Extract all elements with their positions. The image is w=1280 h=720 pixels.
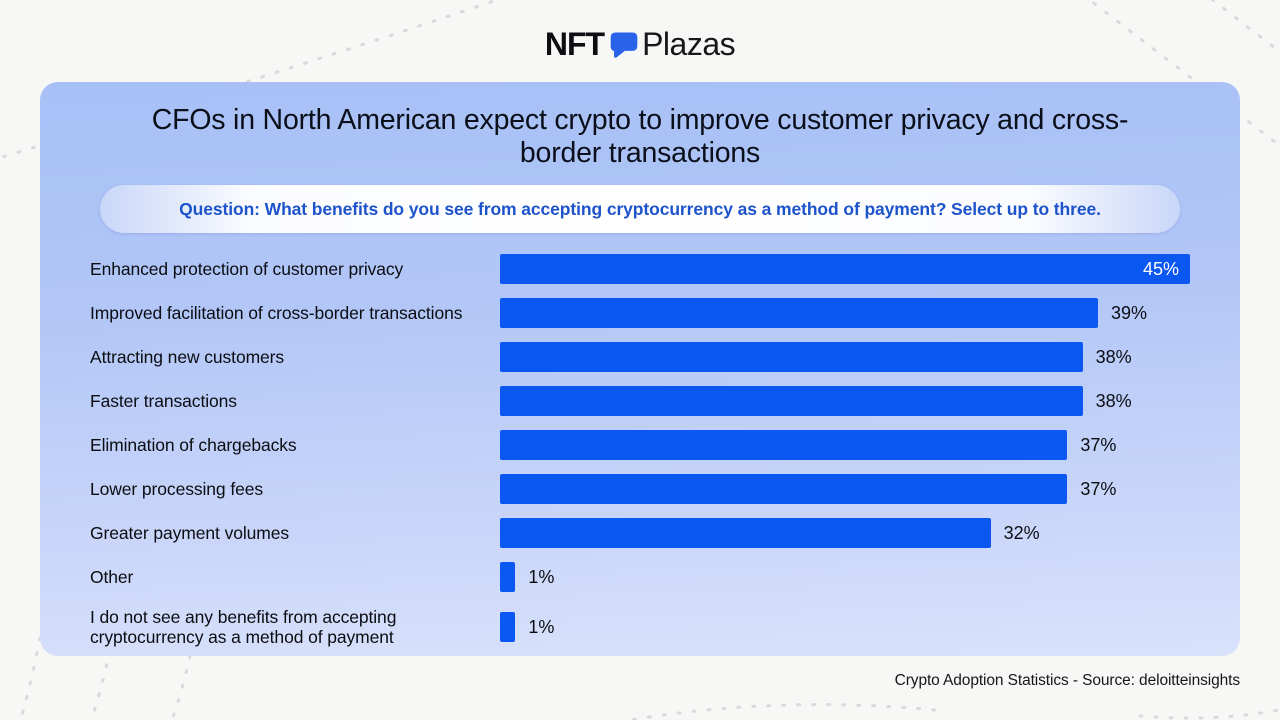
bar-row: Other 1% [90,555,1190,599]
bar-row: Elimination of chargebacks 37% [90,423,1190,467]
value-label: 1% [528,566,555,587]
category-label: Attracting new customers [90,347,285,367]
category-label: Lower processing fees [90,479,263,499]
bar [500,474,1068,504]
bar [500,430,1068,460]
bar-row: Greater payment volumes 32% [90,511,1190,555]
bar-row: Improved facilitation of cross-border tr… [90,291,1190,335]
bar-track: 38% [500,386,1190,416]
bar-track: 1% [500,612,1190,642]
bar-track: 45% [500,254,1190,284]
bar-track: 37% [500,474,1190,504]
logo-text-plazas: Plazas [642,26,736,62]
bar [500,612,516,642]
bar-row: Lower processing fees 37% [90,467,1190,511]
bar [500,562,516,592]
infographic-card: CFOs in North American expect crypto to … [40,82,1240,656]
bar [500,298,1098,328]
value-label: 38% [1095,346,1132,367]
logo-text-nft: NFT [544,26,605,62]
bar-track: 39% [500,298,1190,328]
source-attribution: Crypto Adoption Statistics - Source: del… [894,672,1240,689]
category-label: Enhanced protection of customer privacy [90,259,404,279]
bar-chart: Enhanced protection of customer privacy … [90,247,1190,655]
value-label: 32% [1003,522,1040,543]
category-label: Faster transactions [90,391,237,411]
nft-plazas-badge-icon [610,32,638,58]
question-text: Question: What benefits do you see from … [179,198,1101,219]
category-label: Elimination of chargebacks [90,435,297,455]
bar-row: Enhanced protection of customer privacy … [90,247,1190,291]
bar [500,342,1083,372]
bar-row: I do not see any benefits from accepting… [90,599,1190,655]
question-banner: Question: What benefits do you see from … [100,185,1180,233]
category-label: Improved facilitation of cross-border tr… [90,303,463,323]
value-label: 37% [1080,434,1117,455]
bar-track: 32% [500,518,1190,548]
chart-title: CFOs in North American expect crypto to … [151,104,1129,169]
bar: 45% [500,254,1190,284]
category-label: Greater payment volumes [90,523,290,543]
bar-row: Attracting new customers 38% [90,335,1190,379]
bar [500,518,991,548]
value-label: 1% [528,616,555,637]
category-label: Other [90,567,134,587]
category-label: I do not see any benefits from accepting… [90,607,397,647]
bar [500,386,1083,416]
nft-plazas-logo: NFT Plazas [0,26,1280,63]
value-label: 38% [1095,390,1132,411]
value-label: 37% [1080,478,1117,499]
bar-track: 38% [500,342,1190,372]
value-label: 39% [1111,302,1148,323]
bar-track: 1% [500,562,1190,592]
value-label: 45% [1142,258,1179,279]
bar-track: 37% [500,430,1190,460]
bar-row: Faster transactions 38% [90,379,1190,423]
